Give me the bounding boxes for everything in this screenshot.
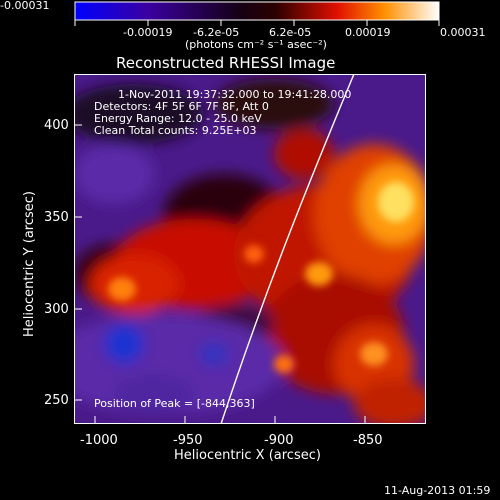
y-tick-2: 300 — [44, 302, 69, 317]
x-axis-label: Heliocentric X (arcsec) — [174, 448, 321, 463]
colorbar-gradient — [74, 1, 440, 21]
colorbar-tick-0: -0.00031 — [0, 0, 50, 12]
colorbar-tick-1: -0.00019 — [123, 26, 173, 39]
colorbar — [74, 1, 440, 26]
x-tick-3: -850 — [353, 433, 383, 448]
x-tick-2: -900 — [264, 433, 294, 448]
y-axis-label: Heliocentric Y (arcsec) — [22, 191, 37, 337]
info-line-energy: Energy Range: 12.0 - 25.0 keV — [94, 112, 262, 125]
y-tick-3: 250 — [44, 393, 69, 408]
colorbar-tick-4: 0.00019 — [345, 26, 391, 39]
colorbar-tick-3: 6.2e-05 — [269, 26, 312, 39]
x-tick-0: -1000 — [80, 433, 118, 448]
solar-limb-line — [220, 74, 355, 424]
y-tick-0: 400 — [44, 118, 69, 133]
colorbar-units: (photons cm⁻² s⁻¹ asec⁻²) — [185, 38, 327, 51]
info-line-detectors: Detectors: 4F 5F 6F 7F 8F, Att 0 — [94, 100, 269, 113]
info-line-time: 1-Nov-2011 19:37:32.000 to 19:41:28.000 — [118, 88, 352, 101]
info-line-clean: Clean Total counts: 9.25E+03 — [94, 124, 257, 137]
colorbar-tick-5: 0.00031 — [440, 26, 486, 39]
peak-position: Position of Peak = [-844,363] — [94, 397, 255, 410]
plot-title: Reconstructed RHESSI Image — [116, 54, 336, 72]
y-tick-1: 350 — [44, 210, 69, 225]
x-tick-1: -950 — [173, 433, 203, 448]
colorbar-tick-2: -6.2e-05 — [193, 26, 240, 39]
footer-timestamp: 11-Aug-2013 01:59 — [384, 484, 491, 497]
rhessi-image — [74, 74, 426, 424]
